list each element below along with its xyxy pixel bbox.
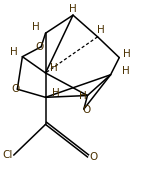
Text: H: H: [53, 88, 60, 98]
Text: O: O: [82, 105, 90, 115]
Text: H: H: [123, 49, 131, 59]
Text: O: O: [36, 42, 44, 52]
Text: O: O: [12, 84, 20, 94]
Text: H: H: [79, 91, 86, 101]
Text: H: H: [10, 47, 18, 57]
Text: H: H: [50, 63, 57, 72]
Text: H: H: [122, 66, 130, 76]
Text: Cl: Cl: [3, 150, 13, 160]
Text: H: H: [32, 22, 40, 32]
Text: H: H: [69, 4, 77, 14]
Text: H: H: [97, 25, 105, 35]
Text: O: O: [89, 152, 97, 162]
